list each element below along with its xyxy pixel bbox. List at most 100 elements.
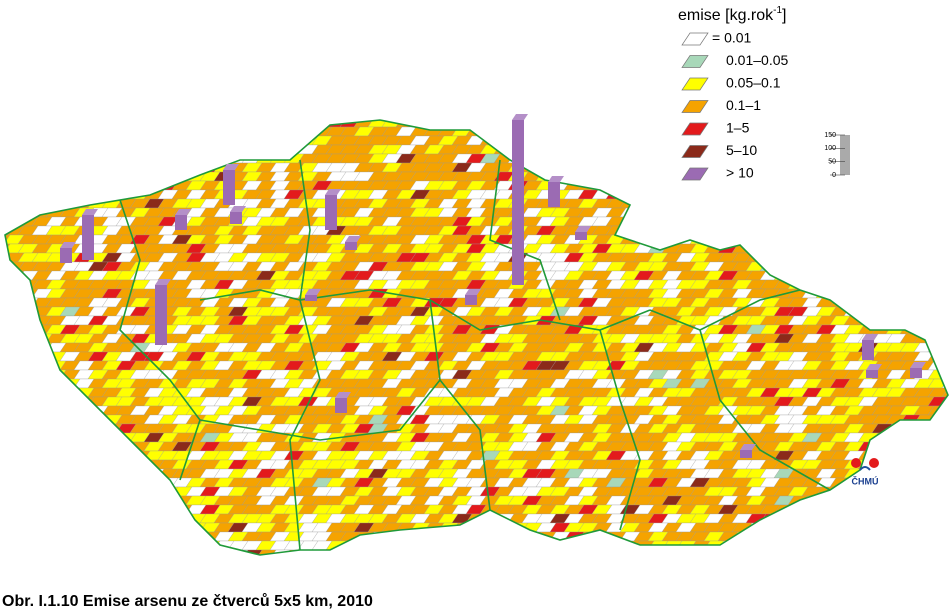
- grid-cell: [914, 559, 934, 568]
- grid-cell: [857, 243, 879, 254]
- grid-cell: [829, 270, 851, 281]
- grid-cell: [787, 207, 809, 218]
- grid-cell: [0, 559, 10, 568]
- grid-cell: [563, 135, 585, 146]
- grid-cell: [17, 468, 39, 479]
- grid-cell: [577, 162, 599, 173]
- grid-cell: [228, 559, 248, 568]
- grid-cell: [899, 216, 921, 227]
- grid-cell: [759, 261, 781, 272]
- grid-cell: [5, 189, 11, 200]
- grid-cell: [45, 180, 67, 191]
- grid-cell: [871, 504, 893, 515]
- grid-cell: [5, 414, 25, 425]
- grid-cell: [885, 252, 907, 263]
- grid-cell: [899, 441, 921, 452]
- grid-cell: [549, 135, 571, 146]
- grid-cell: [227, 135, 249, 146]
- grid-cell: [871, 261, 893, 272]
- grid-cell: [773, 522, 795, 533]
- column: [910, 368, 922, 378]
- grid-cell: [871, 162, 893, 173]
- grid-cell: [591, 144, 613, 155]
- grid-cell: [465, 531, 487, 542]
- grid-cell: [829, 522, 851, 533]
- grid-cell: [31, 378, 53, 389]
- grid-cell: [787, 234, 809, 245]
- grid-cell: [927, 180, 948, 191]
- grid-cell: [815, 225, 837, 236]
- column: [175, 215, 187, 230]
- grid-cell: [857, 153, 879, 164]
- grid-cell: [913, 315, 935, 326]
- grid-cell: [900, 559, 920, 568]
- grid-cell: [731, 234, 753, 245]
- legend-label: 0.05–0.1: [726, 75, 781, 91]
- grid-cell: [269, 120, 291, 128]
- grid-cell: [31, 522, 53, 533]
- grid-cell: [801, 279, 823, 290]
- grid-cell: [5, 549, 11, 555]
- grid-cell: [45, 441, 67, 452]
- grid-cell: [157, 120, 179, 128]
- grid-cell: [101, 180, 123, 191]
- grid-cell: [759, 225, 781, 236]
- grid-cell: [899, 495, 921, 506]
- grid-cell: [647, 234, 669, 245]
- grid-cell: [87, 459, 109, 470]
- grid-cell: [172, 559, 192, 568]
- grid-cell: [31, 423, 53, 434]
- grid-cell: [577, 120, 599, 128]
- grid-cell: [829, 549, 851, 555]
- grid-cell: [59, 120, 81, 128]
- grid-cell: [59, 504, 81, 515]
- grid-cell: [5, 459, 11, 470]
- grid-cell: [661, 180, 683, 191]
- column: [862, 340, 874, 360]
- grid-cell: [521, 153, 543, 164]
- grid-cell: [675, 207, 697, 218]
- grid-cell: [829, 261, 851, 272]
- grid-cell: [157, 153, 179, 164]
- grid-cell: [563, 144, 585, 155]
- grid-cell: [633, 120, 655, 128]
- legend-label: 0.01–0.05: [726, 52, 788, 68]
- grid-cell: [661, 234, 683, 245]
- grid-cell: [941, 414, 948, 425]
- grid-cell: [703, 216, 725, 227]
- grid-cell: [73, 144, 95, 155]
- grid-cell: [5, 468, 25, 479]
- grid-cell: [59, 477, 81, 488]
- grid-cell: [633, 153, 655, 164]
- grid-cell: [773, 144, 795, 155]
- grid-cell: [5, 216, 25, 227]
- grid-cell: [801, 216, 823, 227]
- grid-cell: [913, 252, 935, 263]
- grid-cell: [941, 369, 948, 380]
- grid-cell: [647, 126, 669, 137]
- grid-cell: [843, 270, 865, 281]
- column: [305, 295, 317, 301]
- grid-cell: [717, 225, 739, 236]
- grid-cell: [59, 531, 81, 542]
- grid-cell: [87, 171, 109, 182]
- grid-cell: [5, 261, 11, 272]
- grid-cell: [563, 153, 585, 164]
- grid-cell: [815, 279, 837, 290]
- grid-cell: [843, 120, 865, 128]
- grid-cell: [787, 153, 809, 164]
- legend-swatch: [681, 100, 709, 113]
- grid-cell: [465, 540, 487, 551]
- grid-cell: [185, 153, 207, 164]
- grid-cell: [745, 189, 767, 200]
- grid-cell: [171, 549, 193, 555]
- grid-cell: [899, 459, 921, 470]
- grid-cell: [801, 162, 823, 173]
- grid-cell: [843, 288, 865, 299]
- grid-cell: [787, 126, 809, 137]
- grid-cell: [395, 549, 417, 555]
- grid-cell: [871, 270, 893, 281]
- grid-cell: [885, 135, 907, 146]
- grid-cell: [143, 120, 165, 128]
- grid-cell: [913, 270, 935, 281]
